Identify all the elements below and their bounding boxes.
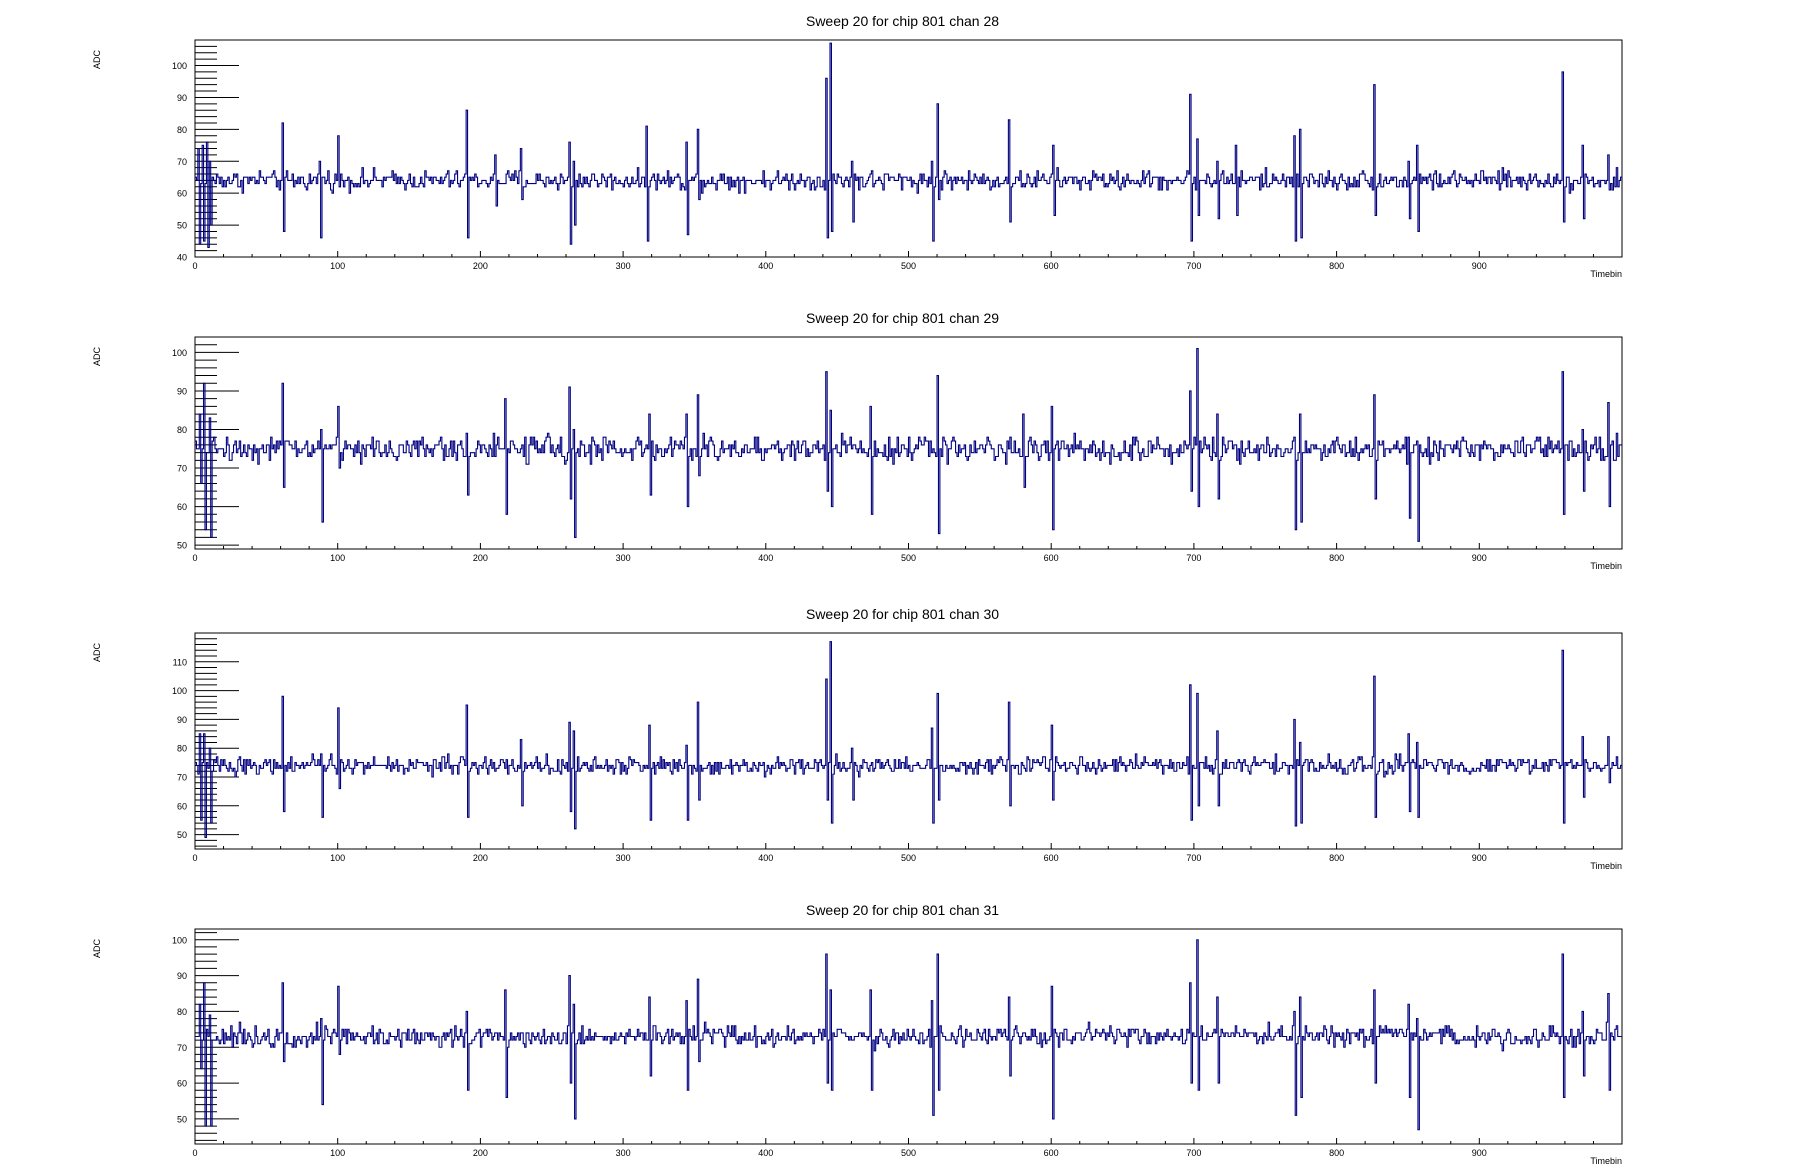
x-tick-label: 300 [616, 261, 631, 271]
y-tick-label: 70 [177, 157, 187, 167]
x-tick-label: 200 [473, 261, 488, 271]
y-axis-label: ADC [92, 939, 102, 959]
x-tick-label: 100 [330, 853, 345, 863]
y-tick-label: 90 [177, 971, 187, 981]
x-tick-label: 500 [901, 853, 916, 863]
x-tick-label: 400 [758, 1148, 773, 1158]
y-tick-label: 80 [177, 1007, 187, 1017]
y-axis-label: ADC [92, 50, 102, 70]
y-tick-label: 50 [177, 830, 187, 840]
y-tick-label: 90 [177, 93, 187, 103]
chart-panel-1: Sweep 20 for chip 801 chan 29 50 60 70 80 90 1… [92, 310, 1623, 571]
y-tick-label: 40 [177, 253, 187, 263]
series-trace [195, 939, 1622, 1131]
series-trace [195, 348, 1622, 542]
x-tick-label: 900 [1472, 261, 1487, 271]
x-tick-label: 300 [616, 1148, 631, 1158]
y-tick-label: 90 [177, 386, 187, 396]
x-tick-label: 600 [1044, 553, 1059, 563]
y-axis-label: ADC [92, 643, 102, 663]
x-tick-label: 500 [901, 1148, 916, 1158]
x-tick-label: 700 [1186, 261, 1201, 271]
x-tick-label: 600 [1044, 261, 1059, 271]
y-tick-label: 50 [177, 221, 187, 231]
y-tick-label: 90 [177, 715, 187, 725]
x-tick-label: 200 [473, 1148, 488, 1158]
x-tick-label: 800 [1329, 853, 1344, 863]
x-tick-label: 500 [901, 553, 916, 563]
y-tick-label: 110 [173, 657, 187, 667]
chart-panel-3: Sweep 20 for chip 801 chan 31 50 60 70 80 90 1… [92, 902, 1623, 1166]
chart-title: Sweep 20 for chip 801 chan 28 [806, 13, 999, 29]
x-tick-label: 700 [1186, 553, 1201, 563]
series-trace [195, 42, 1622, 248]
x-tick-label: 100 [330, 261, 345, 271]
x-tick-label: 800 [1329, 1148, 1344, 1158]
chart-title: Sweep 20 for chip 801 chan 30 [806, 606, 999, 622]
y-tick-label: 100 [172, 686, 187, 696]
x-tick-label: 400 [758, 553, 773, 563]
x-axis-label: Timebin [1590, 1156, 1622, 1166]
y-tick-label: 100 [172, 61, 187, 71]
y-tick-label: 70 [177, 1043, 187, 1053]
y-tick-label: 80 [177, 125, 187, 135]
x-tick-label: 600 [1044, 1148, 1059, 1158]
x-axis-label: Timebin [1590, 269, 1622, 279]
y-tick-label: 80 [177, 425, 187, 435]
y-tick-label: 50 [177, 1114, 187, 1124]
x-tick-label: 100 [330, 1148, 345, 1158]
y-tick-label: 100 [172, 935, 187, 945]
y-tick-label: 70 [177, 773, 187, 783]
x-tick-label: 100 [330, 553, 345, 563]
chart-panel-2: Sweep 20 for chip 801 chan 30 50 60 70 80 90 1… [92, 606, 1623, 871]
x-tick-label: 800 [1329, 553, 1344, 563]
y-tick-label: 70 [177, 464, 187, 474]
x-tick-label: 0 [192, 553, 197, 563]
x-tick-label: 0 [192, 1148, 197, 1158]
y-tick-label: 80 [177, 744, 187, 754]
x-axis-label: Timebin [1590, 561, 1622, 571]
chart-title: Sweep 20 for chip 801 chan 29 [806, 310, 999, 326]
x-tick-label: 600 [1044, 853, 1059, 863]
plot-frame [194, 39, 1623, 258]
x-tick-label: 300 [616, 553, 631, 563]
y-tick-label: 60 [177, 801, 187, 811]
y-tick-label: 60 [177, 502, 187, 512]
y-tick-label: 50 [177, 541, 187, 551]
x-tick-label: 500 [901, 261, 916, 271]
x-tick-label: 700 [1186, 853, 1201, 863]
x-tick-label: 200 [473, 553, 488, 563]
x-tick-label: 400 [758, 853, 773, 863]
x-tick-label: 800 [1329, 261, 1344, 271]
x-tick-label: 200 [473, 853, 488, 863]
x-tick-label: 300 [616, 853, 631, 863]
x-axis-label: Timebin [1590, 861, 1622, 871]
x-tick-label: 0 [192, 261, 197, 271]
x-tick-label: 900 [1472, 553, 1487, 563]
y-tick-label: 100 [172, 348, 187, 358]
x-tick-label: 400 [758, 261, 773, 271]
y-tick-label: 60 [177, 189, 187, 199]
chart-panel-0: Sweep 20 for chip 801 chan 28 40 50 60 70 80 9… [92, 13, 1623, 279]
x-tick-label: 0 [192, 853, 197, 863]
chart-title: Sweep 20 for chip 801 chan 31 [806, 902, 999, 918]
x-tick-label: 900 [1472, 1148, 1487, 1158]
series-trace [195, 641, 1622, 839]
y-axis-label: ADC [92, 347, 102, 367]
x-tick-label: 700 [1186, 1148, 1201, 1158]
x-tick-label: 900 [1472, 853, 1487, 863]
y-tick-label: 60 [177, 1079, 187, 1089]
